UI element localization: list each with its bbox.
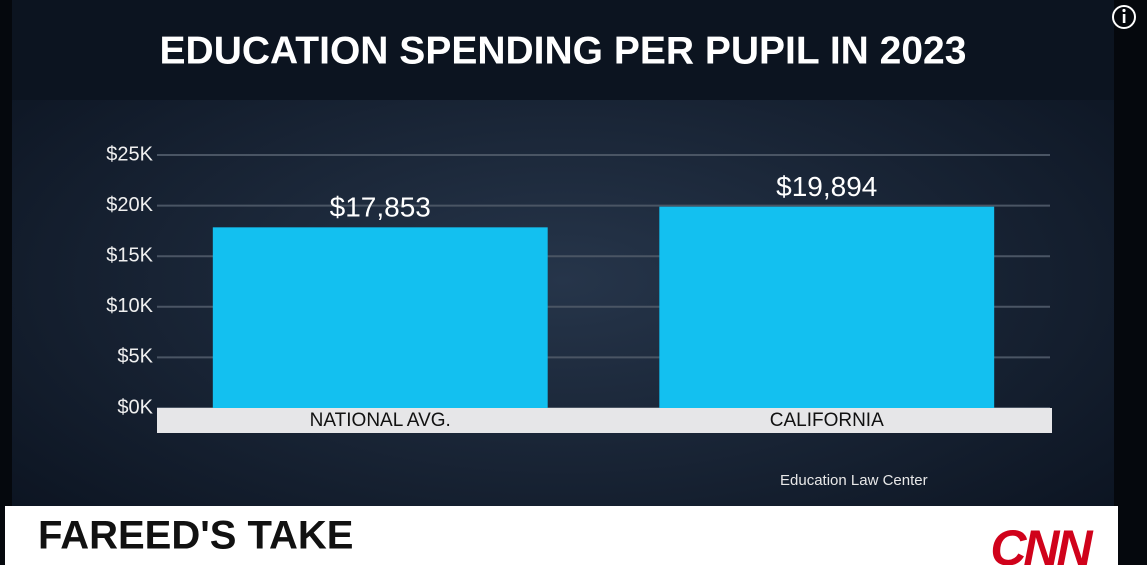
logo: CNN <box>990 520 1093 565</box>
y-tick-label: $25K <box>106 143 153 165</box>
value-label: $17,853 <box>330 192 431 223</box>
lower-third <box>5 506 1118 565</box>
y-tick-label: $5K <box>117 346 153 368</box>
chart-title: EDUCATION SPENDING PER PUPIL IN 2023 <box>160 29 967 72</box>
labels: $0K $5K $10K $15K $20K $25K NATIONAL AVG. $17,8… <box>106 143 884 431</box>
y-tick-label: $10K <box>106 295 153 317</box>
bar <box>212 227 548 408</box>
x-tick-label: CALIFORNIA <box>770 410 884 431</box>
y-tick-label: $20K <box>106 194 153 216</box>
y-tick-label: $0K <box>117 396 153 418</box>
banner-title: FAREED'S TAKE <box>38 514 353 558</box>
bar <box>659 206 995 408</box>
source: Education Law Center <box>780 472 928 489</box>
category-strip <box>157 408 1052 433</box>
info-icon[interactable] <box>1112 5 1136 29</box>
x-tick-label: NATIONAL AVG. <box>310 410 451 431</box>
y-tick-label: $15K <box>106 244 153 266</box>
title-band <box>12 0 1114 100</box>
value-label: $19,894 <box>776 171 877 202</box>
